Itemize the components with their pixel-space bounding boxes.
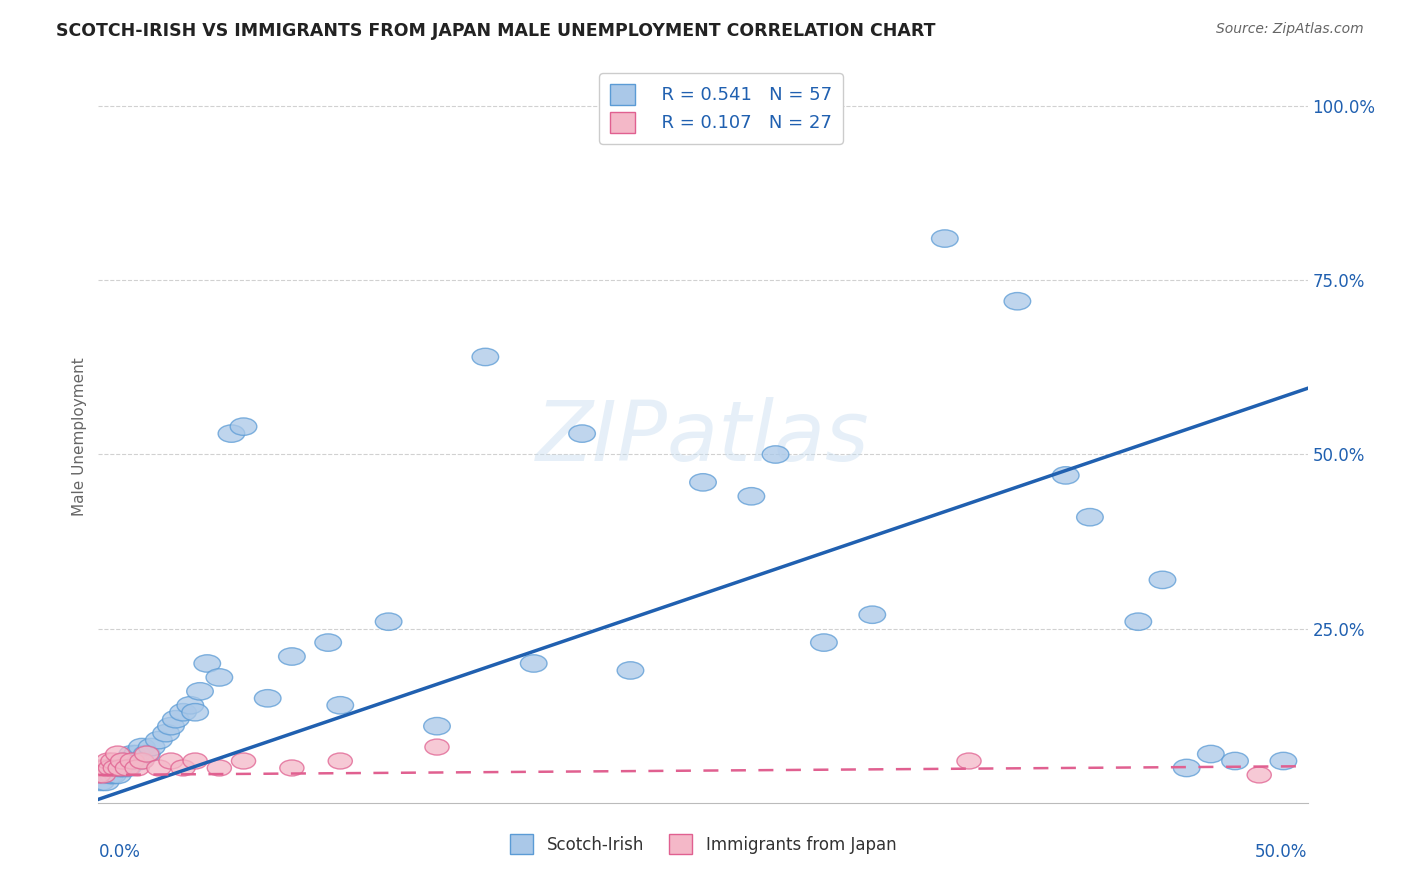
Ellipse shape bbox=[129, 739, 155, 756]
Ellipse shape bbox=[146, 760, 172, 776]
Ellipse shape bbox=[97, 766, 124, 784]
Ellipse shape bbox=[103, 760, 128, 776]
Text: 0.0%: 0.0% bbox=[98, 843, 141, 861]
Ellipse shape bbox=[104, 766, 131, 784]
Ellipse shape bbox=[472, 348, 499, 366]
Ellipse shape bbox=[110, 759, 136, 777]
Ellipse shape bbox=[94, 759, 121, 777]
Ellipse shape bbox=[520, 655, 547, 673]
Ellipse shape bbox=[120, 746, 146, 763]
Ellipse shape bbox=[90, 766, 117, 784]
Ellipse shape bbox=[690, 474, 716, 491]
Ellipse shape bbox=[569, 425, 595, 442]
Ellipse shape bbox=[811, 634, 837, 651]
Ellipse shape bbox=[120, 753, 145, 769]
Ellipse shape bbox=[107, 759, 134, 777]
Ellipse shape bbox=[100, 766, 127, 784]
Ellipse shape bbox=[425, 739, 449, 756]
Ellipse shape bbox=[932, 230, 957, 247]
Ellipse shape bbox=[1270, 752, 1296, 770]
Ellipse shape bbox=[218, 425, 245, 442]
Ellipse shape bbox=[91, 767, 115, 783]
Ellipse shape bbox=[89, 760, 112, 776]
Ellipse shape bbox=[163, 711, 188, 728]
Ellipse shape bbox=[207, 760, 232, 776]
Ellipse shape bbox=[328, 697, 353, 714]
Y-axis label: Male Unemployment: Male Unemployment bbox=[72, 358, 87, 516]
Ellipse shape bbox=[1174, 759, 1199, 777]
Ellipse shape bbox=[135, 746, 159, 762]
Ellipse shape bbox=[738, 488, 765, 505]
Ellipse shape bbox=[101, 753, 125, 769]
Ellipse shape bbox=[280, 760, 304, 776]
Ellipse shape bbox=[96, 753, 120, 769]
Ellipse shape bbox=[111, 752, 138, 770]
Ellipse shape bbox=[375, 613, 402, 631]
Ellipse shape bbox=[1198, 746, 1225, 763]
Ellipse shape bbox=[153, 724, 180, 742]
Ellipse shape bbox=[146, 731, 172, 748]
Ellipse shape bbox=[177, 697, 204, 714]
Ellipse shape bbox=[1222, 752, 1249, 770]
Ellipse shape bbox=[108, 760, 132, 776]
Ellipse shape bbox=[159, 753, 183, 769]
Ellipse shape bbox=[254, 690, 281, 707]
Ellipse shape bbox=[129, 753, 155, 769]
Ellipse shape bbox=[957, 753, 981, 769]
Ellipse shape bbox=[127, 752, 153, 770]
Ellipse shape bbox=[315, 634, 342, 651]
Ellipse shape bbox=[1004, 293, 1031, 310]
Ellipse shape bbox=[124, 746, 150, 763]
Ellipse shape bbox=[207, 669, 232, 686]
Ellipse shape bbox=[121, 752, 148, 770]
Ellipse shape bbox=[94, 760, 118, 776]
Ellipse shape bbox=[125, 760, 149, 776]
Ellipse shape bbox=[134, 746, 160, 763]
Ellipse shape bbox=[232, 753, 256, 769]
Ellipse shape bbox=[617, 662, 644, 679]
Ellipse shape bbox=[115, 760, 139, 776]
Ellipse shape bbox=[105, 746, 129, 762]
Ellipse shape bbox=[1053, 467, 1078, 484]
Ellipse shape bbox=[98, 760, 122, 776]
Text: ZIPatlas: ZIPatlas bbox=[536, 397, 870, 477]
Ellipse shape bbox=[187, 682, 214, 700]
Ellipse shape bbox=[1247, 767, 1271, 783]
Ellipse shape bbox=[93, 773, 120, 790]
Ellipse shape bbox=[170, 704, 197, 721]
Ellipse shape bbox=[328, 753, 353, 769]
Ellipse shape bbox=[859, 606, 886, 624]
Ellipse shape bbox=[181, 704, 208, 721]
Ellipse shape bbox=[157, 717, 184, 735]
Ellipse shape bbox=[138, 739, 165, 756]
Legend: Scotch-Irish, Immigrants from Japan: Scotch-Irish, Immigrants from Japan bbox=[503, 828, 903, 860]
Text: 50.0%: 50.0% bbox=[1256, 843, 1308, 861]
Ellipse shape bbox=[278, 648, 305, 665]
Ellipse shape bbox=[87, 773, 114, 790]
Ellipse shape bbox=[194, 655, 221, 673]
Ellipse shape bbox=[117, 752, 143, 770]
Ellipse shape bbox=[1125, 613, 1152, 631]
Ellipse shape bbox=[231, 418, 257, 435]
Ellipse shape bbox=[111, 753, 135, 769]
Ellipse shape bbox=[1077, 508, 1104, 526]
Ellipse shape bbox=[423, 717, 450, 735]
Ellipse shape bbox=[103, 759, 129, 777]
Ellipse shape bbox=[183, 753, 207, 769]
Ellipse shape bbox=[172, 760, 195, 776]
Ellipse shape bbox=[114, 759, 141, 777]
Text: Source: ZipAtlas.com: Source: ZipAtlas.com bbox=[1216, 22, 1364, 37]
Ellipse shape bbox=[762, 446, 789, 463]
Ellipse shape bbox=[86, 767, 111, 783]
Text: SCOTCH-IRISH VS IMMIGRANTS FROM JAPAN MALE UNEMPLOYMENT CORRELATION CHART: SCOTCH-IRISH VS IMMIGRANTS FROM JAPAN MA… bbox=[56, 22, 936, 40]
Ellipse shape bbox=[1149, 571, 1175, 589]
